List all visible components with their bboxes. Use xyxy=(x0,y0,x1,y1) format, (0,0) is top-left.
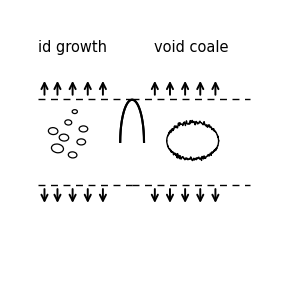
Text: void coale: void coale xyxy=(154,40,229,55)
Text: id growth: id growth xyxy=(38,40,107,55)
